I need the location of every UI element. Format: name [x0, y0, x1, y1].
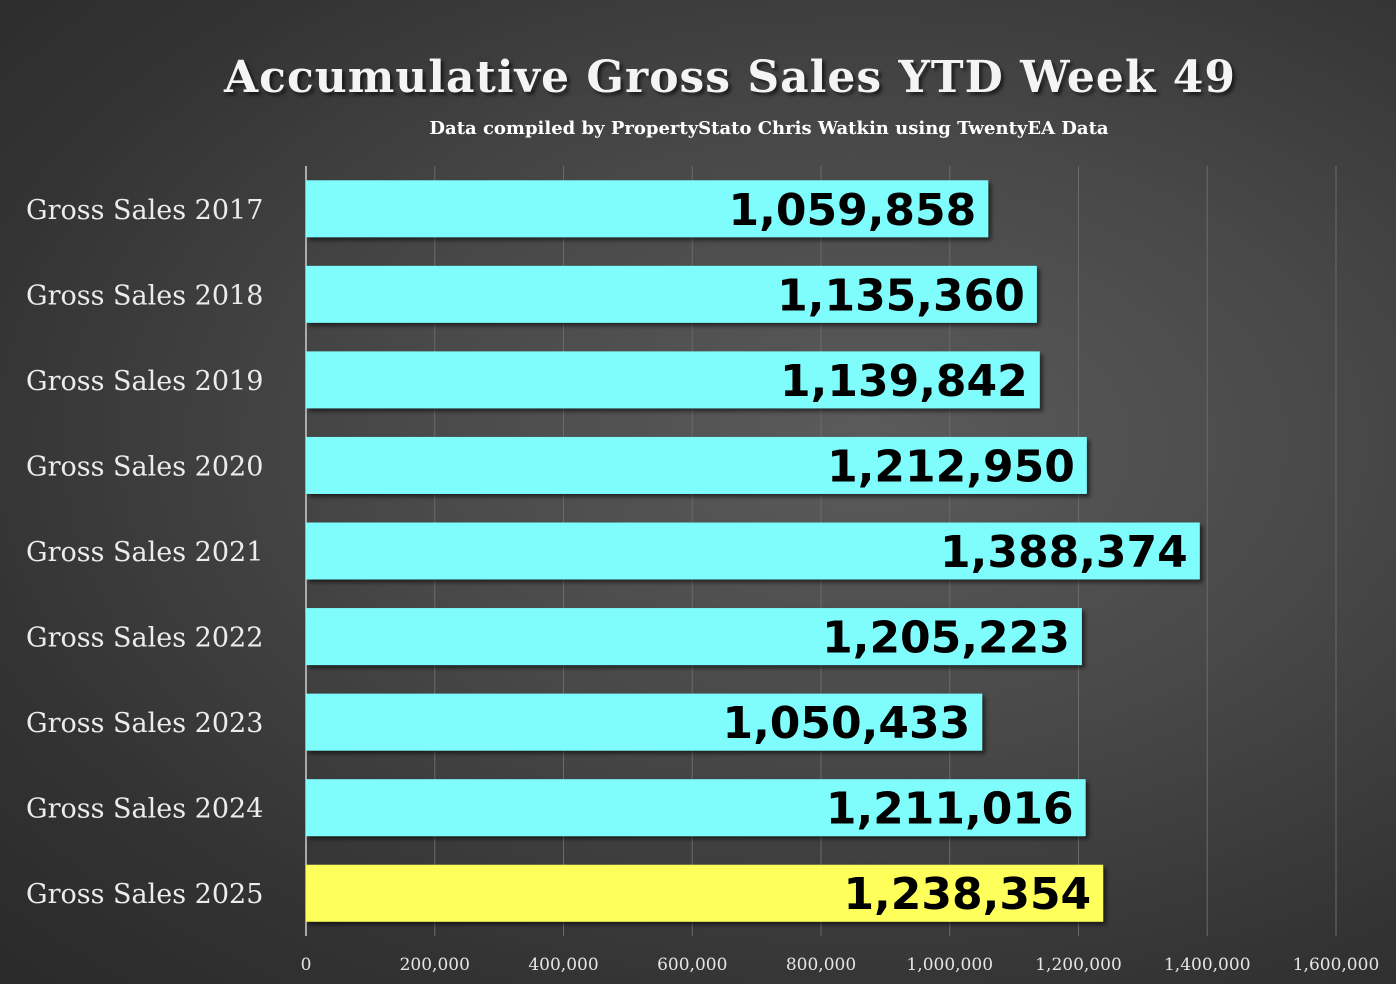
x-tick-label: 1,600,000: [1293, 955, 1380, 975]
data-label: 1,212,950: [827, 441, 1075, 492]
category-label: Gross Sales 2021: [26, 537, 263, 568]
data-label: 1,388,374: [940, 527, 1188, 578]
bar-gross-sales-2021: [306, 522, 1200, 580]
data-label: 1,238,354: [843, 869, 1091, 920]
x-tick-label: 400,000: [528, 955, 598, 975]
data-label: 1,211,016: [826, 784, 1074, 835]
x-tick-label: 200,000: [400, 955, 470, 975]
bar-gross-sales-2017: [306, 180, 989, 238]
x-tick-label: 800,000: [786, 955, 856, 975]
bar-gross-sales-2023: [306, 693, 983, 751]
chart-subtitle: Data compiled by PropertyStato Chris Wat…: [429, 118, 1109, 139]
category-label: Gross Sales 2024: [26, 794, 263, 825]
data-label: 1,050,433: [722, 698, 970, 749]
category-label: Gross Sales 2025: [26, 879, 263, 910]
data-label: 1,059,858: [729, 185, 977, 236]
category-label: Gross Sales 2017: [26, 195, 263, 226]
data-label: 1,139,842: [780, 356, 1028, 407]
bar-gross-sales-2025: [306, 864, 1104, 922]
category-label: Gross Sales 2019: [26, 366, 263, 397]
data-label: 1,135,360: [777, 270, 1025, 321]
category-label: Gross Sales 2022: [26, 623, 263, 654]
x-tick-label: 1,400,000: [1164, 955, 1251, 975]
bar-gross-sales-2022: [306, 608, 1082, 666]
x-tick-label: 600,000: [657, 955, 727, 975]
bar-gross-sales-2018: [306, 265, 1037, 323]
category-label: Gross Sales 2018: [26, 280, 263, 311]
bar-gross-sales-2020: [306, 436, 1087, 494]
bar-gross-sales-2024: [306, 779, 1086, 837]
x-tick-label: 0: [301, 955, 312, 975]
category-label: Gross Sales 2023: [26, 708, 263, 739]
chart-title: Accumulative Gross Sales YTD Week 49: [224, 52, 1236, 103]
category-label: Gross Sales 2020: [26, 451, 263, 482]
x-tick-label: 1,000,000: [906, 955, 993, 975]
x-tick-label: 1,200,000: [1035, 955, 1122, 975]
data-label: 1,205,223: [822, 613, 1070, 664]
bar-gross-sales-2019: [306, 351, 1040, 409]
